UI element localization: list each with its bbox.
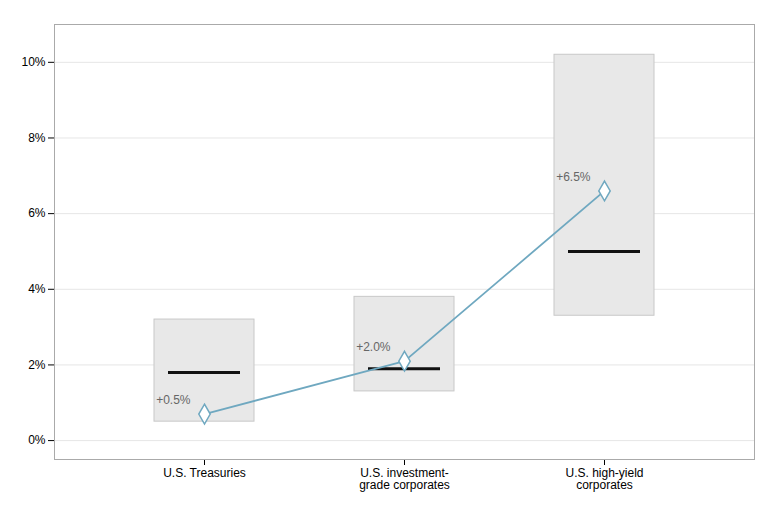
svg-text:10%: 10% — [21, 55, 45, 69]
svg-text:6%: 6% — [28, 206, 46, 220]
svg-text:4%: 4% — [28, 282, 46, 296]
svg-text:+0.5%: +0.5% — [156, 393, 191, 407]
svg-text:0%: 0% — [28, 433, 46, 447]
svg-text:U.S. investment-grade corporat: U.S. investment-grade corporates — [359, 466, 450, 492]
svg-text:2%: 2% — [28, 358, 46, 372]
svg-text:U.S. Treasuries: U.S. Treasuries — [163, 466, 246, 480]
svg-text:+2.0%: +2.0% — [356, 340, 391, 354]
svg-text:U.S. high-yieldcorporates: U.S. high-yieldcorporates — [565, 466, 643, 492]
svg-text:+6.5%: +6.5% — [556, 170, 591, 184]
svg-text:8%: 8% — [28, 131, 46, 145]
